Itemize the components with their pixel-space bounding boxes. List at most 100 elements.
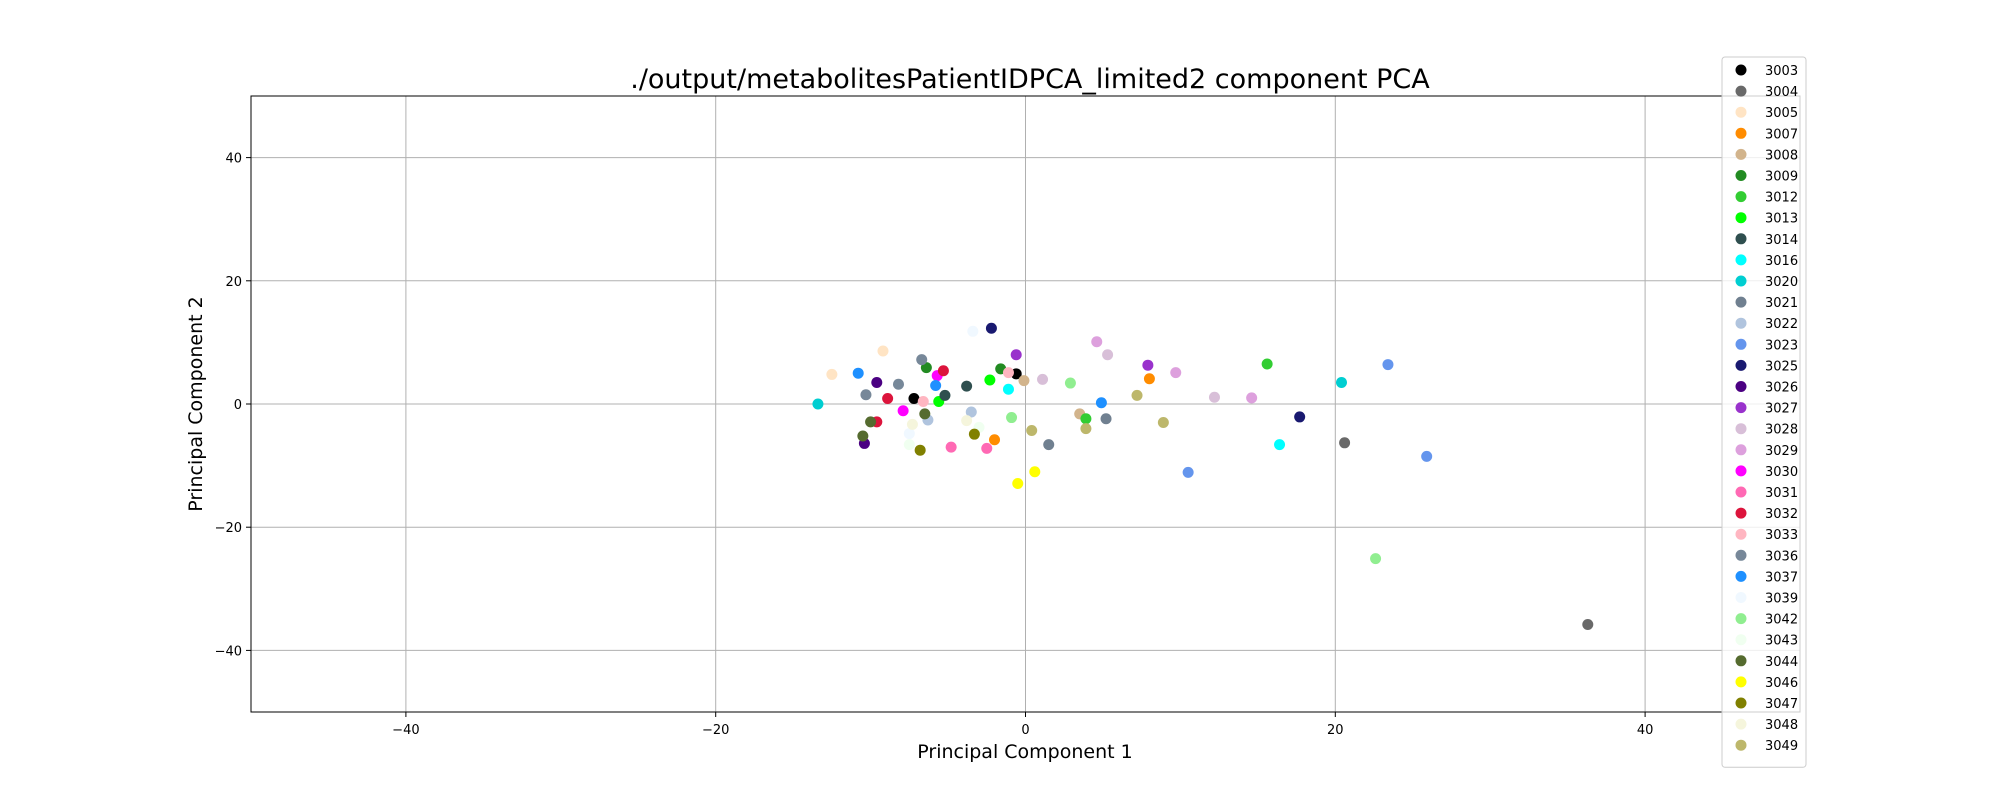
data-point-3037 <box>930 380 942 392</box>
legend-label-3012: 3012 <box>1765 191 1798 206</box>
x-tick-label: 40 <box>1637 723 1654 738</box>
data-point-3023 <box>1382 359 1394 371</box>
legend-marker-3043 <box>1735 634 1747 646</box>
data-point-3027 <box>1142 359 1154 371</box>
data-point-3008 <box>1018 375 1030 387</box>
data-point-3047 <box>968 428 980 440</box>
data-point-3020 <box>1335 376 1347 388</box>
data-point-3036 <box>860 389 872 401</box>
legend-marker-3044 <box>1735 655 1747 667</box>
legend-marker-3047 <box>1735 697 1747 709</box>
data-point-3049 <box>1131 389 1143 401</box>
legend-label-3033: 3033 <box>1765 528 1798 543</box>
data-point-3044 <box>919 408 931 420</box>
data-point-3049 <box>1157 416 1169 428</box>
data-point-3014 <box>961 380 973 392</box>
data-point-3029 <box>1091 336 1103 348</box>
data-point-3039 <box>967 325 979 337</box>
data-point-3012 <box>1261 358 1273 370</box>
legend-label-3025: 3025 <box>1765 359 1798 374</box>
data-point-3027 <box>1010 349 1022 361</box>
legend-label-3022: 3022 <box>1765 317 1798 332</box>
data-point-3029 <box>1246 392 1258 404</box>
legend-marker-3021 <box>1735 296 1747 308</box>
data-points <box>812 322 1594 631</box>
data-point-3044 <box>857 430 869 442</box>
data-point-3037 <box>852 367 864 379</box>
data-point-3014 <box>939 389 951 401</box>
legend-marker-3026 <box>1735 381 1747 392</box>
y-tick-label: −20 <box>215 521 242 536</box>
legend-marker-3048 <box>1735 718 1747 730</box>
legend-label-3004: 3004 <box>1765 85 1798 100</box>
data-point-3042 <box>1370 553 1382 565</box>
data-point-3023 <box>1421 450 1433 462</box>
data-point-3005 <box>826 368 838 380</box>
legend-label-3044: 3044 <box>1765 655 1798 670</box>
data-point-3031 <box>945 441 957 453</box>
legend-label-3030: 3030 <box>1765 465 1798 480</box>
y-tick-label: 20 <box>225 275 242 290</box>
data-point-3004 <box>1339 437 1351 449</box>
legend-marker-3025 <box>1735 359 1747 371</box>
data-point-3012 <box>1080 413 1092 425</box>
data-point-3044 <box>865 416 877 428</box>
data-point-3007 <box>989 434 1001 446</box>
data-point-3030 <box>897 405 909 417</box>
legend-label-3036: 3036 <box>1765 549 1798 564</box>
data-point-3023 <box>1182 466 1194 478</box>
data-point-3049 <box>1026 424 1038 436</box>
legend-marker-3039 <box>1735 592 1747 603</box>
data-point-3009 <box>920 362 932 374</box>
data-point-3042 <box>1006 412 1018 424</box>
data-point-3007 <box>1143 373 1155 385</box>
legend-label-3003: 3003 <box>1765 64 1798 79</box>
data-point-3004 <box>1582 619 1594 631</box>
data-point-3032 <box>882 392 894 404</box>
legend-marker-3031 <box>1735 486 1747 498</box>
y-tick-label: −40 <box>215 644 242 659</box>
legend-marker-3012 <box>1735 191 1747 203</box>
legend-marker-3023 <box>1735 338 1747 350</box>
legend-marker-3032 <box>1735 507 1747 519</box>
legend-marker-3008 <box>1735 148 1747 160</box>
legend-marker-3029 <box>1735 444 1747 456</box>
legend-label-3043: 3043 <box>1765 634 1798 649</box>
data-point-3036 <box>892 378 904 390</box>
legend-label-3048: 3048 <box>1765 718 1798 733</box>
data-point-3033 <box>917 396 929 408</box>
data-point-3029 <box>1170 367 1182 379</box>
data-point-3021 <box>1043 439 1055 451</box>
data-point-3036 <box>916 354 928 366</box>
legend-marker-3013 <box>1735 212 1747 224</box>
data-point-3028 <box>1102 349 1114 361</box>
data-point-3016 <box>1274 439 1286 451</box>
legend-marker-3046 <box>1735 676 1747 688</box>
legend-label-3032: 3032 <box>1765 507 1798 522</box>
legend-label-3013: 3013 <box>1765 212 1798 227</box>
x-tick-label: −40 <box>392 723 419 738</box>
legend-label-3007: 3007 <box>1765 127 1798 142</box>
data-point-3025 <box>1294 411 1306 423</box>
x-tick-label: −20 <box>702 723 729 738</box>
legend-label-3026: 3026 <box>1765 381 1798 396</box>
legend-label-3029: 3029 <box>1765 444 1798 459</box>
data-point-3046 <box>1029 466 1041 478</box>
legend-marker-3004 <box>1735 85 1747 97</box>
legend-marker-3007 <box>1735 127 1747 139</box>
legend-label-3021: 3021 <box>1765 296 1798 311</box>
data-point-3048 <box>961 415 973 427</box>
data-point-3025 <box>985 322 997 334</box>
legend-marker-3020 <box>1735 275 1747 287</box>
data-point-3013 <box>984 374 996 386</box>
data-point-3033 <box>1002 367 1014 379</box>
data-point-3032 <box>937 365 949 377</box>
legend-label-3042: 3042 <box>1765 613 1798 628</box>
chart-title: ./output/metabolitesPatientIDPCA_limited… <box>630 64 1430 95</box>
data-point-3005 <box>877 345 889 357</box>
legend-marker-3027 <box>1735 402 1747 414</box>
legend-marker-3042 <box>1735 613 1747 625</box>
legend-marker-3009 <box>1735 170 1747 181</box>
legend: 3003 3004 3005 3007 3008 3009 3012 3013 3014 3016… <box>1721 56 1807 768</box>
